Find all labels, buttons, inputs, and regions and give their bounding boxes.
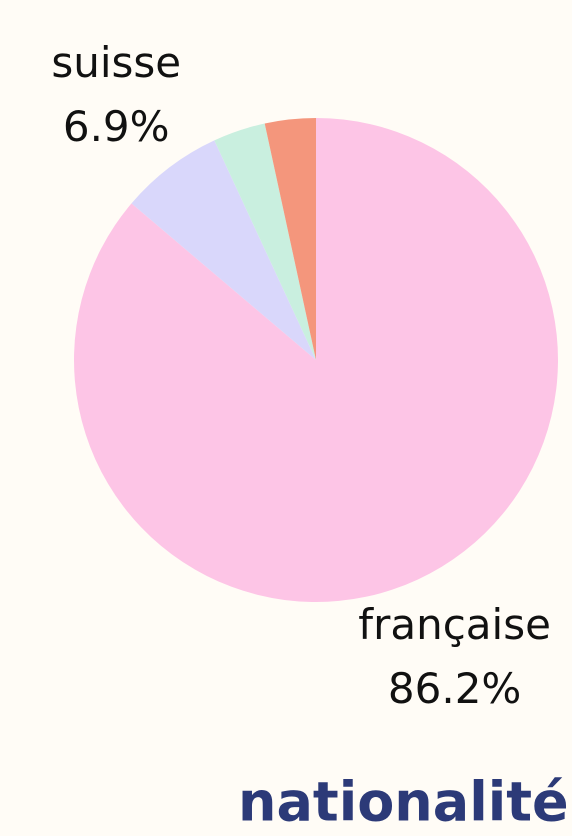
slice-label: suisse [51,38,181,87]
slice-label: française [358,600,551,649]
pie-slice [214,123,316,360]
chart-title: nationalité [238,771,569,834]
slice-value-label: 86.2% [388,664,521,713]
slice-value-label: 6.9% [63,102,170,151]
pie-slice [131,140,316,360]
pie-slice [264,118,316,360]
